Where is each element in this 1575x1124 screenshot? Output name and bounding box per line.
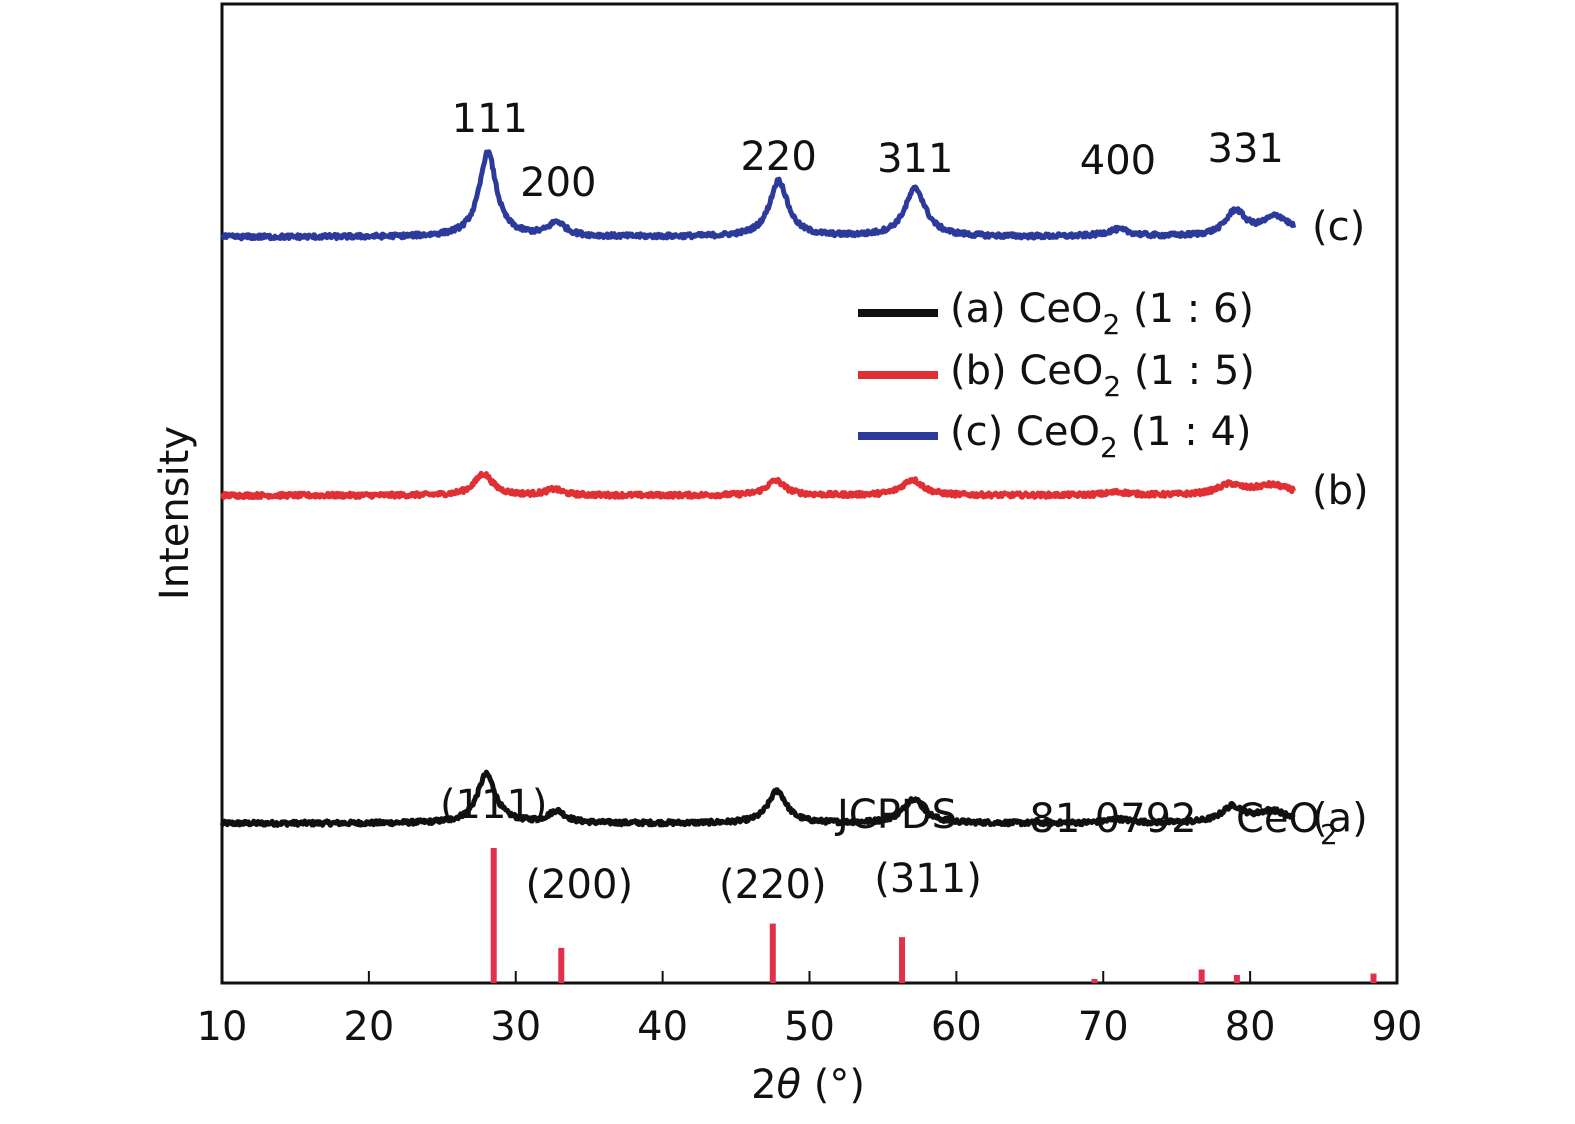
peak-label-311: 311 <box>877 136 953 182</box>
x-tick-label-20: 20 <box>343 1004 394 1050</box>
legend-label-b: (b) CeO2 (1 : 5) <box>950 348 1255 403</box>
reference-lines <box>490 848 1377 983</box>
x-tick-label-10: 10 <box>197 1004 248 1050</box>
series-line-b <box>220 470 1296 500</box>
series-tag-b: (b) <box>1312 468 1369 514</box>
series-tags: (a) (b) (c) <box>1312 204 1369 841</box>
legend-entry-b: (b) CeO2 (1 : 5) <box>858 348 1255 403</box>
peak-labels: 111 200 220 311 400 331 <box>452 96 1284 206</box>
legend-entry-c: (c) CeO2 (1 : 4) <box>858 409 1252 464</box>
x-tick-label-90: 90 <box>1372 1004 1423 1050</box>
x-axis-title: 2θ (°) <box>751 1062 865 1108</box>
peak-label-200: 200 <box>520 160 596 206</box>
peak-label-331: 331 <box>1208 126 1284 172</box>
series-lines <box>219 149 1297 828</box>
legend-label-c: (c) CeO2 (1 : 4) <box>950 409 1252 464</box>
series-line-c <box>220 149 1297 242</box>
x-tick-label-80: 80 <box>1225 1004 1276 1050</box>
y-axis-title: Intensity <box>152 426 198 600</box>
x-ticks: 10 20 30 40 50 60 70 80 90 <box>197 971 1423 1050</box>
reference-caption-sub: 2 <box>1320 818 1338 851</box>
reference-caption-ceo2: CeO2 <box>1236 796 1338 851</box>
x-tick-label-30: 30 <box>490 1004 541 1050</box>
reference-label-1: (200) <box>526 862 634 908</box>
x-tick-label-50: 50 <box>784 1004 835 1050</box>
reference-label-2: (220) <box>719 862 827 908</box>
peak-label-400: 400 <box>1080 138 1156 184</box>
reference-label-3: (311) <box>874 856 982 902</box>
reference-caption-card: 81-0792 <box>1029 796 1196 842</box>
peak-label-111: 111 <box>452 96 528 142</box>
legend: (a) CeO2 (1 : 6) (b) CeO2 (1 : 5) (c) Ce… <box>858 286 1255 464</box>
reference-label-0: (111) <box>440 782 548 828</box>
reference-labels: (111) (200) (220) (311) <box>440 782 982 908</box>
reference-caption-jcpds: JCPDS <box>834 792 957 838</box>
x-tick-label-60: 60 <box>931 1004 982 1050</box>
reference-caption: JCPDS 81-0792 CeO2 <box>834 792 1338 851</box>
series-line-a <box>219 769 1296 828</box>
peak-label-220: 220 <box>740 134 816 180</box>
legend-label-a: (a) CeO2 (1 : 6) <box>950 286 1254 341</box>
legend-entry-a: (a) CeO2 (1 : 6) <box>858 286 1254 341</box>
series-tag-a: (a) <box>1312 796 1368 842</box>
x-tick-label-70: 70 <box>1078 1004 1129 1050</box>
x-tick-label-40: 40 <box>637 1004 688 1050</box>
reference-caption-ceo: CeO <box>1236 796 1320 842</box>
series-tag-c: (c) <box>1312 204 1365 250</box>
